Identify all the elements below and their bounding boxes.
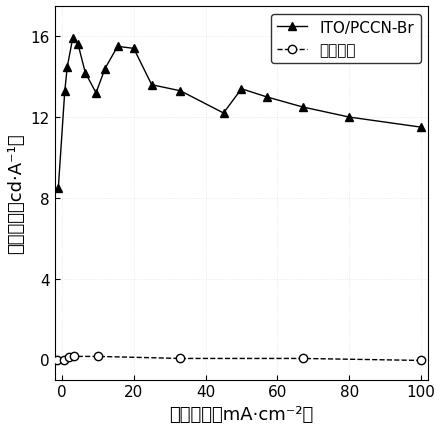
ITO/PCCN-Br <box>149 83 154 88</box>
ITO/PCCN-Br <box>346 115 352 120</box>
ITO/PCCN-Br <box>131 47 136 52</box>
Legend: ITO/PCCN-Br, 对照器件: ITO/PCCN-Br, 对照器件 <box>271 15 420 64</box>
ITO/PCCN-Br <box>300 105 305 110</box>
ITO/PCCN-Br <box>264 95 269 100</box>
ITO/PCCN-Br <box>82 71 88 76</box>
对照器件 <box>300 356 305 361</box>
ITO/PCCN-Br <box>178 89 183 94</box>
对照器件 <box>66 355 72 360</box>
ITO/PCCN-Br <box>102 67 108 72</box>
对照器件 <box>418 358 424 363</box>
ITO/PCCN-Br <box>115 45 120 50</box>
Y-axis label: 电流效率（cd·A⁻¹）: 电流效率（cd·A⁻¹） <box>7 133 25 254</box>
对照器件 <box>61 358 66 363</box>
对照器件 <box>95 354 101 359</box>
ITO/PCCN-Br <box>75 43 81 48</box>
ITO/PCCN-Br <box>239 87 244 92</box>
ITO/PCCN-Br <box>418 125 424 130</box>
对照器件 <box>178 356 183 361</box>
ITO/PCCN-Br <box>56 186 61 191</box>
X-axis label: 电流密度（mA·cm⁻²）: 电流密度（mA·cm⁻²） <box>169 405 314 423</box>
对照器件 <box>54 358 59 363</box>
Line: 对照器件: 对照器件 <box>52 353 425 365</box>
对照器件 <box>72 354 77 359</box>
ITO/PCCN-Br <box>62 89 67 94</box>
ITO/PCCN-Br <box>221 111 226 117</box>
ITO/PCCN-Br <box>70 37 75 42</box>
Line: ITO/PCCN-Br: ITO/PCCN-Br <box>54 35 425 193</box>
ITO/PCCN-Br <box>93 91 99 96</box>
ITO/PCCN-Br <box>65 65 70 70</box>
